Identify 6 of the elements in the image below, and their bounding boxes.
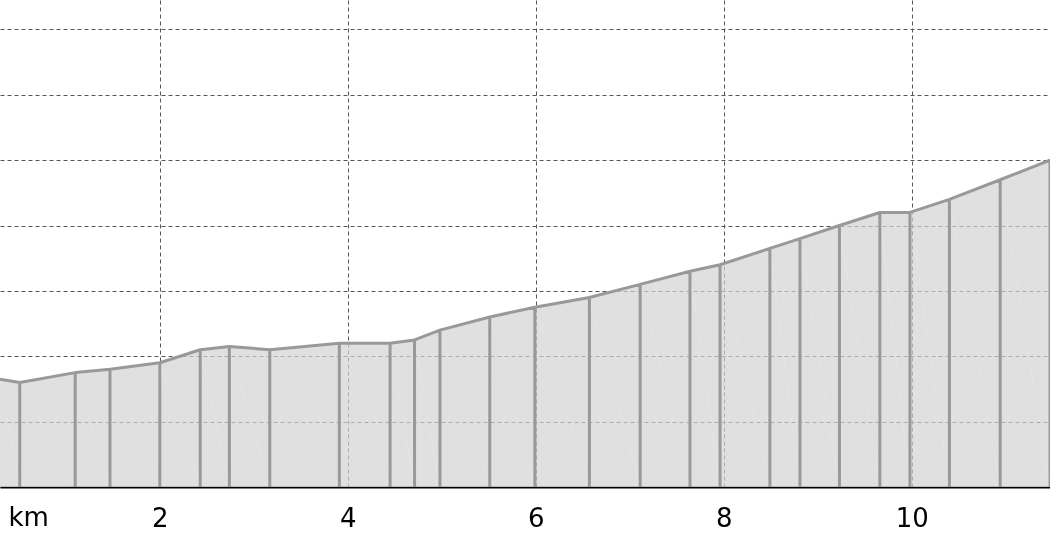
x-tick-label: 2 [152, 502, 169, 533]
x-tick-label: 8 [716, 502, 733, 533]
x-axis-title: km [8, 501, 49, 532]
x-tick-label: 6 [528, 502, 545, 533]
x-tick-label: 10 [895, 502, 929, 533]
x-tick-label: 4 [340, 502, 357, 533]
